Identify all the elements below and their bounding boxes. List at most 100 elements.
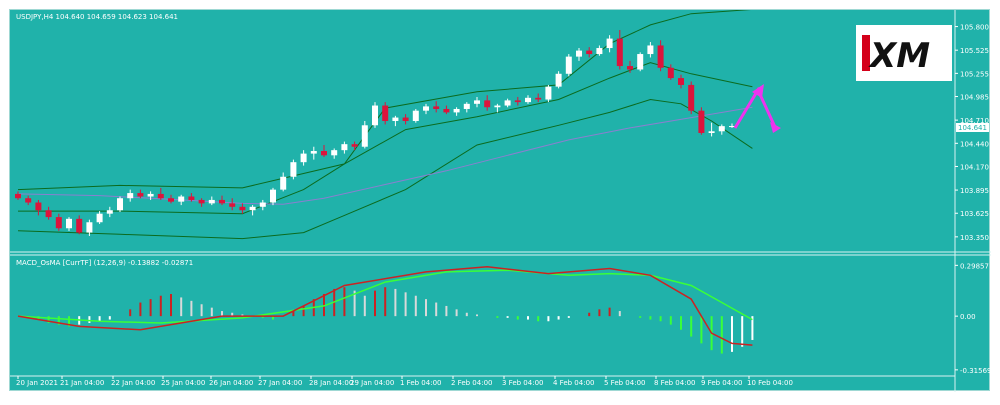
current-price-marker — [956, 123, 989, 132]
candle-body — [647, 45, 654, 55]
candle-body — [249, 206, 256, 211]
candle-body — [127, 193, 134, 199]
candle-body — [117, 198, 123, 211]
candle-body — [55, 217, 62, 229]
candle-body — [606, 38, 613, 49]
arrow-down-head — [770, 122, 781, 133]
time-tick-label: 26 Jan 04:00 — [209, 379, 253, 387]
candle-body — [188, 196, 195, 200]
candle-body — [331, 150, 338, 156]
candle-body — [341, 144, 348, 151]
time-tick-label: 20 Jan 2021 — [16, 379, 58, 387]
time-tick-label: 22 Jan 04:00 — [111, 379, 155, 387]
xm-logo: XM — [856, 25, 952, 81]
candle-body — [596, 48, 603, 55]
time-tick-label: 2 Feb 04:00 — [451, 379, 492, 387]
time-tick-label: 9 Feb 04:00 — [701, 379, 742, 387]
candle-body — [270, 189, 276, 203]
candle-body — [616, 38, 623, 67]
macd-panel — [17, 266, 754, 354]
candle-body — [433, 106, 440, 109]
time-tick-label: 10 Feb 04:00 — [747, 379, 793, 387]
price-tick-label: 103.625 — [960, 210, 989, 218]
price-tick-label: 105.255 — [960, 70, 989, 78]
chart-canvas[interactable]: USDJPY,H4 104.640 104.659 104.623 104.64… — [10, 10, 991, 392]
candle-body — [453, 108, 460, 113]
time-tick-label: 21 Jan 04:00 — [60, 379, 104, 387]
candle-body — [484, 100, 491, 108]
candle-body — [321, 151, 327, 156]
candle-body — [463, 103, 470, 109]
candle-body — [382, 105, 389, 121]
candle-body — [198, 199, 205, 204]
candle-body — [229, 203, 236, 207]
price-tick-label: 103.895 — [960, 187, 989, 195]
macd-tick-label: -0.31569 — [960, 367, 991, 375]
candle-body — [565, 56, 572, 74]
candle-body — [35, 202, 42, 211]
macd-line — [17, 266, 753, 346]
candle-body — [392, 117, 399, 121]
candle-body — [423, 106, 429, 111]
chart-window[interactable]: USDJPY,H4 104.640 104.659 104.623 104.64… — [9, 9, 991, 392]
price-tick-label: 104.985 — [960, 94, 989, 102]
candle-body — [443, 108, 450, 113]
candle-body — [474, 100, 480, 104]
forecast-arrows — [733, 84, 781, 133]
candle-body — [351, 144, 358, 147]
candle-body — [545, 86, 552, 100]
candle-body — [494, 105, 501, 108]
candle-body — [15, 193, 21, 199]
candle-body — [239, 206, 246, 211]
candle-body — [178, 196, 185, 202]
candle-body — [555, 73, 562, 87]
time-tick-label: 1 Feb 04:00 — [400, 379, 441, 387]
candle-body — [66, 218, 72, 229]
main-header: USDJPY,H4 104.640 104.659 104.623 104.64… — [16, 13, 178, 21]
candle-body — [76, 218, 83, 233]
candle-body — [504, 100, 511, 106]
time-tick-label: 3 Feb 04:00 — [502, 379, 543, 387]
candles — [15, 30, 735, 236]
candle-body — [535, 97, 542, 100]
candle-body — [310, 151, 317, 154]
lower-band-line — [17, 98, 753, 240]
candle-body — [45, 210, 52, 218]
candle-body — [718, 126, 725, 132]
price-axis: 105.800 105.525 105.255 104.985 104.710 104.4… — [955, 24, 989, 242]
candle-body — [86, 222, 93, 233]
price-tick-label: 104.170 — [960, 163, 989, 171]
candle-body — [678, 78, 684, 85]
price-tick-label: 104.710 — [960, 117, 989, 125]
time-tick-label: 29 Jan 04:00 — [350, 379, 394, 387]
candle-body — [576, 50, 582, 57]
upper-band-line — [17, 10, 751, 191]
candle-body — [300, 153, 307, 163]
candle-body — [25, 198, 32, 203]
candle-body — [168, 198, 174, 202]
candle-body — [514, 100, 521, 103]
time-tick-label: 27 Jan 04:00 — [258, 379, 302, 387]
time-tick-label: 4 Feb 04:00 — [553, 379, 594, 387]
candle-body — [627, 66, 633, 70]
candle-body — [208, 199, 215, 204]
candle-body — [106, 210, 113, 214]
candle-body — [688, 84, 695, 111]
candle-body — [137, 193, 144, 197]
candle-body — [372, 105, 378, 126]
time-tick-label: 28 Jan 04:00 — [309, 379, 353, 387]
candle-body — [729, 126, 735, 128]
price-tick-label: 103.350 — [960, 234, 989, 242]
macd-tick-label: 0.29857 — [960, 262, 989, 270]
candle-body — [667, 67, 674, 79]
indicator-header: MACD_OsMA [CurrTF] (12,26,9) -0.13882 -0… — [16, 259, 193, 267]
macd-axis: 0.29857 0.00 -0.31569 — [955, 262, 991, 375]
middle-band-line — [18, 62, 753, 215]
candle-body — [290, 162, 297, 177]
candle-body — [657, 45, 664, 68]
candle-body — [525, 97, 531, 103]
candle-body — [586, 50, 593, 55]
xm-logo-slash — [862, 35, 870, 71]
current-price-label: 104.641 — [958, 124, 987, 132]
xm-logo-text: XM — [868, 36, 930, 76]
